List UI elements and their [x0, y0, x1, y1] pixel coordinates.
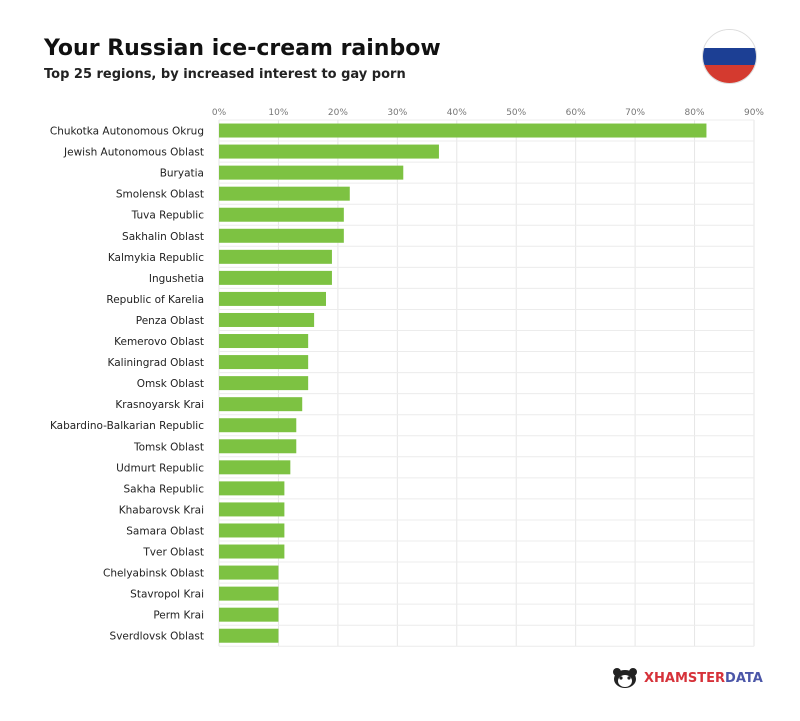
- russian-flag-icon: [702, 29, 757, 84]
- chart-title: Your Russian ice-cream rainbow: [44, 36, 441, 61]
- bar: [219, 334, 309, 349]
- x-tick-label: 30%: [387, 108, 407, 118]
- category-label: Smolensk Oblast: [116, 189, 204, 201]
- xhamsterdata-logo: XHAMSTERDATA: [612, 667, 763, 689]
- logo-text-xhamster: XHAMSTER: [644, 670, 726, 686]
- category-label: Omsk Oblast: [137, 378, 204, 390]
- bar: [219, 249, 332, 264]
- x-tick-label: 20%: [328, 108, 348, 118]
- category-label: Perm Krai: [153, 610, 204, 622]
- x-tick-label: 90%: [744, 108, 764, 118]
- bar: [219, 186, 350, 201]
- bar: [219, 481, 285, 496]
- category-label: Sverdlovsk Oblast: [110, 631, 204, 643]
- bar: [219, 565, 279, 580]
- category-label: Kaliningrad Oblast: [108, 357, 204, 369]
- bar: [219, 165, 404, 180]
- category-label: Tomsk Oblast: [133, 441, 204, 453]
- x-tick-label: 80%: [685, 108, 705, 118]
- category-label: Kemerovo Oblast: [114, 336, 204, 348]
- logo-text-data: DATA: [725, 670, 763, 686]
- category-label: Kabardino-Balkarian Republic: [50, 420, 204, 432]
- category-label: Udmurt Republic: [116, 462, 204, 474]
- category-label: Chelyabinsk Oblast: [103, 568, 204, 580]
- bar: [219, 144, 439, 159]
- category-label: Tver Oblast: [142, 547, 204, 559]
- bar: [219, 397, 303, 412]
- bar: [219, 439, 297, 454]
- x-tick-label: 60%: [566, 108, 586, 118]
- bar: [219, 418, 297, 433]
- category-label: Sakhalin Oblast: [122, 231, 204, 243]
- category-label: Kalmykia Republic: [108, 252, 204, 264]
- bar: [219, 270, 332, 285]
- x-tick-label: 0%: [212, 108, 227, 118]
- category-label: Samara Oblast: [126, 525, 204, 537]
- bar: [219, 607, 279, 622]
- chart-subtitle: Top 25 regions, by increased interest to…: [44, 67, 406, 82]
- bar: [219, 123, 707, 138]
- hamster-logo-icon: [613, 668, 637, 688]
- bar: [219, 376, 309, 391]
- category-label: Khabarovsk Krai: [119, 504, 204, 516]
- bar: [219, 544, 285, 559]
- bar: [219, 228, 344, 243]
- bar: [219, 586, 279, 601]
- x-tick-label: 10%: [268, 108, 288, 118]
- category-label: Sakha Republic: [124, 483, 205, 495]
- x-tick-label: 50%: [506, 108, 526, 118]
- category-label: Krasnoyarsk Krai: [115, 399, 204, 411]
- category-label: Jewish Autonomous Oblast: [63, 147, 204, 159]
- category-label: Buryatia: [160, 168, 204, 180]
- category-label: Stavropol Krai: [130, 589, 204, 601]
- x-tick-label: 40%: [447, 108, 467, 118]
- bar: [219, 460, 291, 475]
- bar: [219, 502, 285, 517]
- category-label: Ingushetia: [149, 273, 204, 285]
- bar: [219, 291, 326, 306]
- category-label: Republic of Karelia: [106, 294, 204, 306]
- category-label: Penza Oblast: [136, 315, 204, 327]
- bar: [219, 628, 279, 643]
- bar: [219, 207, 344, 222]
- bar: [219, 312, 315, 327]
- category-label: Chukotka Autonomous Okrug: [50, 126, 204, 138]
- x-tick-label: 70%: [625, 108, 645, 118]
- bar: [219, 355, 309, 370]
- bar: [219, 523, 285, 538]
- category-label: Tuva Republic: [131, 210, 205, 222]
